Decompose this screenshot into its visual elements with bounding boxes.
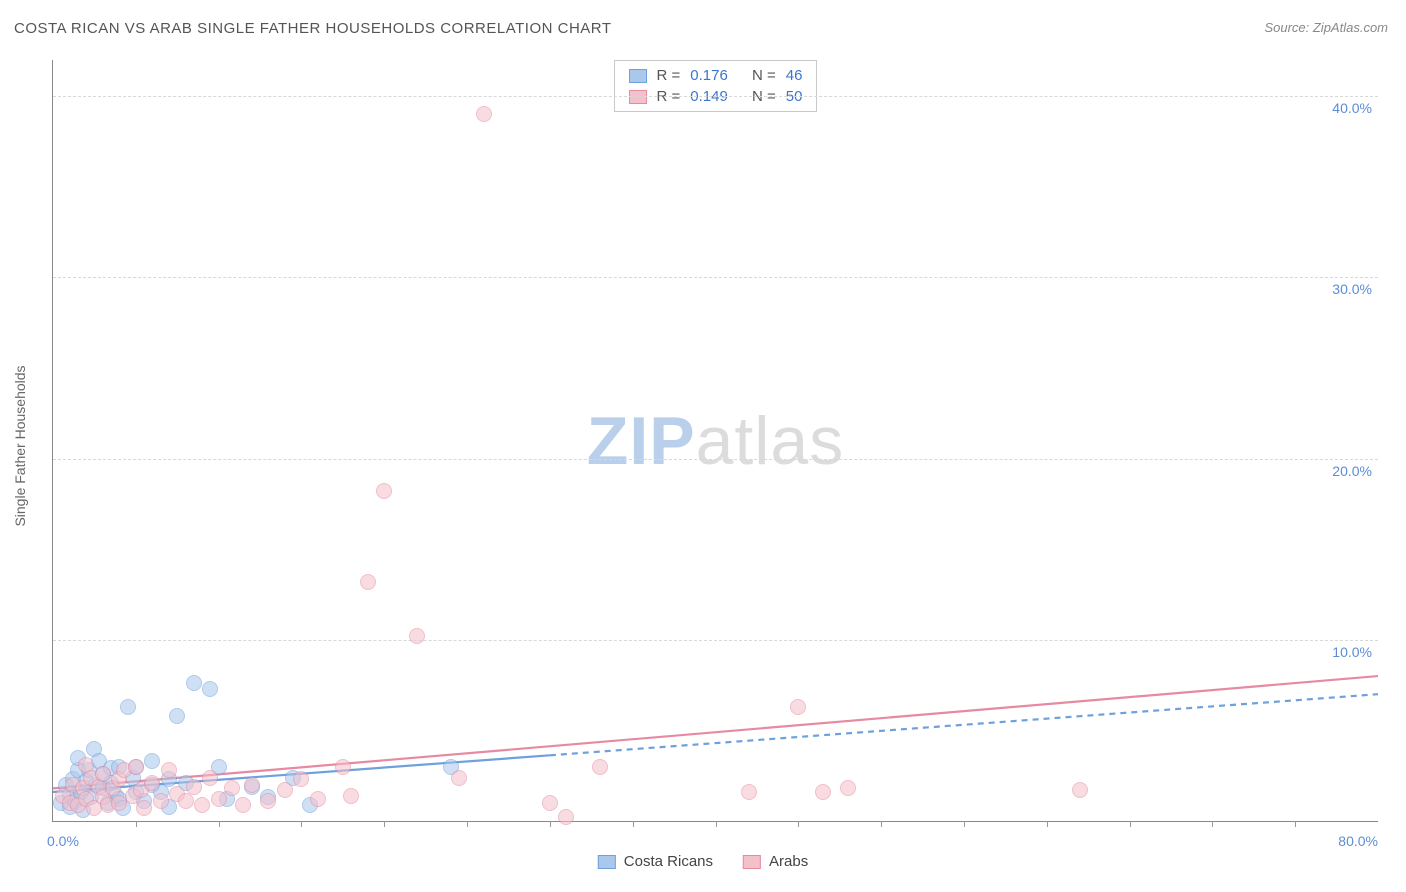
data-point	[343, 788, 359, 804]
data-point	[194, 797, 210, 813]
source-text: Source: ZipAtlas.com	[1264, 20, 1388, 35]
data-point	[244, 777, 260, 793]
x-tick	[301, 821, 302, 827]
legend-swatch-costa-icon	[598, 855, 616, 869]
trend-line-dashed	[550, 694, 1378, 755]
legend-label-arabs: Arabs	[769, 853, 808, 870]
data-point	[293, 771, 309, 787]
x-tick	[467, 821, 468, 827]
data-point	[476, 106, 492, 122]
legend-label-costa: Costa Ricans	[624, 853, 713, 870]
data-point	[186, 675, 202, 691]
x-tick	[1130, 821, 1131, 827]
x-tick	[219, 821, 220, 827]
data-point	[144, 775, 160, 791]
data-point	[169, 708, 185, 724]
data-point	[790, 699, 806, 715]
data-point	[260, 793, 276, 809]
x-tick	[550, 821, 551, 827]
chart-title: COSTA RICAN VS ARAB SINGLE FATHER HOUSEH…	[14, 20, 612, 37]
data-point	[1072, 782, 1088, 798]
x-max-label: 80.0%	[1338, 833, 1378, 849]
data-point	[335, 759, 351, 775]
trend-line-solid	[53, 676, 1378, 788]
x-tick	[716, 821, 717, 827]
data-point	[815, 784, 831, 800]
data-point	[542, 795, 558, 811]
x-origin-label: 0.0%	[47, 833, 79, 849]
bottom-legend: Costa Ricans Arabs	[598, 853, 808, 870]
x-tick	[1047, 821, 1048, 827]
data-point	[310, 791, 326, 807]
x-tick	[964, 821, 965, 827]
trendlines-svg	[53, 60, 1378, 821]
data-point	[558, 809, 574, 825]
data-point	[211, 791, 227, 807]
data-point	[202, 770, 218, 786]
data-point	[161, 762, 177, 778]
legend-item-arabs: Arabs	[743, 853, 808, 870]
data-point	[840, 780, 856, 796]
data-point	[136, 800, 152, 816]
data-point	[235, 797, 251, 813]
data-point	[202, 681, 218, 697]
data-point	[144, 753, 160, 769]
data-point	[153, 793, 169, 809]
data-point	[376, 483, 392, 499]
x-tick	[798, 821, 799, 827]
x-tick	[1295, 821, 1296, 827]
data-point	[592, 759, 608, 775]
data-point	[120, 699, 136, 715]
x-tick	[1212, 821, 1213, 827]
data-point	[451, 770, 467, 786]
x-tick	[384, 821, 385, 827]
y-axis-label: Single Father Households	[12, 365, 28, 526]
data-point	[741, 784, 757, 800]
x-tick	[881, 821, 882, 827]
data-point	[277, 782, 293, 798]
legend-item-costa: Costa Ricans	[598, 853, 713, 870]
data-point	[224, 780, 240, 796]
x-tick	[136, 821, 137, 827]
legend-swatch-arabs-icon	[743, 855, 761, 869]
data-point	[128, 759, 144, 775]
data-point	[186, 779, 202, 795]
x-tick	[633, 821, 634, 827]
data-point	[409, 628, 425, 644]
data-point	[360, 574, 376, 590]
data-point	[95, 766, 111, 782]
data-point	[178, 793, 194, 809]
plot-area: ZIPatlas R = 0.176 N = 46 R = 0.149 N = …	[52, 60, 1378, 822]
